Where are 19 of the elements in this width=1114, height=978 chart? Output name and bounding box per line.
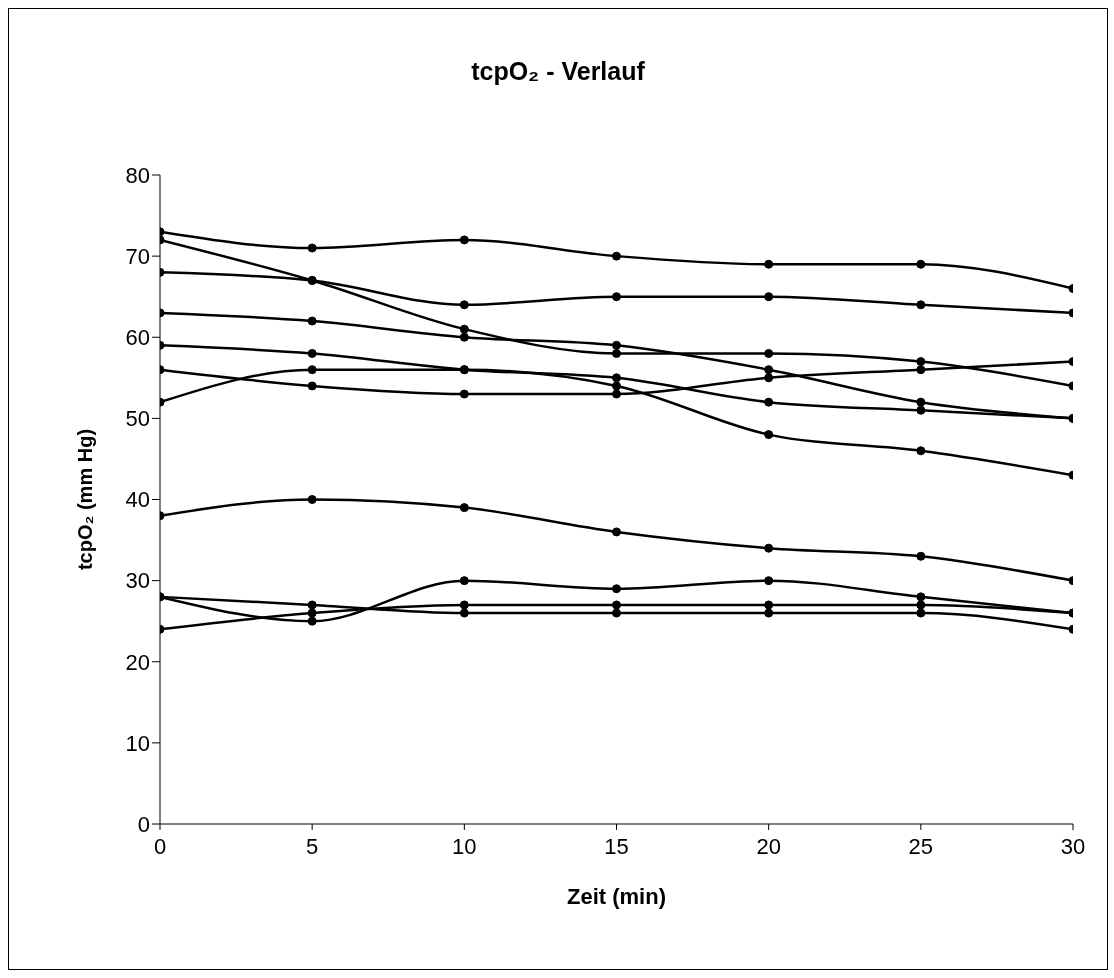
y-tick-label: 0 bbox=[137, 811, 150, 837]
y-tick-label: 70 bbox=[125, 243, 150, 269]
y-tick-label: 80 bbox=[125, 162, 150, 188]
y-tick-label: 10 bbox=[125, 730, 150, 756]
x-tick-label: 5 bbox=[306, 833, 319, 859]
y-tick-label: 40 bbox=[125, 487, 150, 513]
x-tick-label: 20 bbox=[756, 833, 781, 859]
y-tick-label: 20 bbox=[125, 649, 150, 675]
y-tick-label: 60 bbox=[125, 325, 150, 351]
x-tick-label: 0 bbox=[153, 833, 167, 859]
x-tick-label: 30 bbox=[1060, 833, 1086, 859]
x-tick-label: 15 bbox=[604, 833, 629, 859]
chart-title: tcpO₂ - Verlauf bbox=[470, 57, 646, 86]
y-tick-label: 30 bbox=[125, 568, 150, 594]
x-tick-label: 25 bbox=[908, 833, 934, 859]
x-tick-label: 10 bbox=[452, 833, 477, 859]
y-axis-title: tcpO₂ (mm Hg) bbox=[74, 428, 97, 571]
x-axis-title: Zeit (min) bbox=[567, 884, 666, 909]
y-tick-label: 50 bbox=[125, 406, 150, 432]
